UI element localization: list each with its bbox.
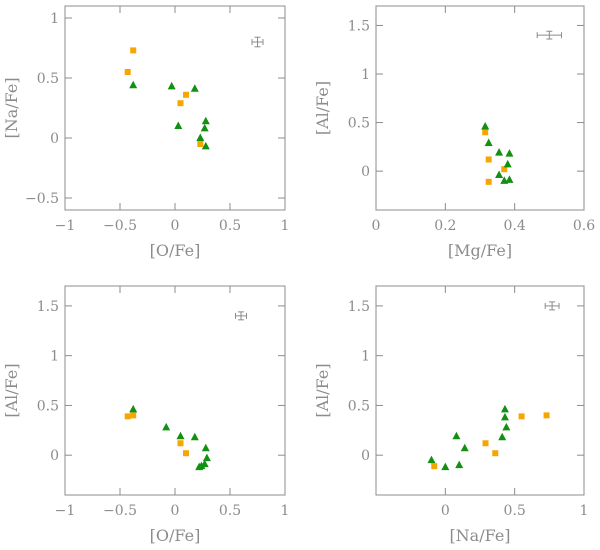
data-point-triangle	[495, 170, 504, 179]
data-point-triangle	[481, 121, 490, 130]
data-point-triangle	[505, 149, 514, 157]
data-point-square	[183, 450, 189, 457]
data-point-square	[130, 412, 137, 419]
data-point-triangle	[427, 455, 436, 464]
data-point-square	[485, 178, 492, 185]
data-point-triangle	[455, 460, 464, 469]
data-point-triangle	[129, 404, 138, 413]
x-axis-label: [Mg/Fe]	[448, 241, 512, 260]
x-tick-label: −1	[55, 503, 76, 519]
data-point-square	[177, 440, 184, 447]
data-point-triangle	[190, 84, 199, 92]
x-axis-label: [O/Fe]	[150, 526, 201, 545]
x-tick-label: 0.5	[219, 218, 241, 234]
y-tick-label: 0	[361, 448, 370, 464]
data-point-triangle	[167, 81, 176, 90]
data-point-square	[177, 100, 184, 107]
y-axis-label: [Al/Fe]	[313, 81, 332, 135]
data-point-triangle	[503, 159, 512, 168]
x-tick-label: 0.2	[434, 218, 456, 234]
x-tick-label: 0.5	[219, 503, 241, 519]
data-point-square	[543, 412, 550, 419]
y-tick-label: 0.5	[348, 116, 370, 132]
data-point-triangle	[201, 116, 210, 125]
y-tick-label: 0	[50, 131, 59, 147]
x-tick-label: 1	[281, 503, 290, 519]
panel-al-vs-o: −1 −0.5 0 0.5 1 0 0.5 1 1.5 [O/Fe] [Al/Fe]	[2, 285, 290, 545]
data-point-square	[124, 413, 131, 420]
data-point-triangle	[174, 121, 183, 129]
data-point-triangle	[200, 123, 209, 132]
y-tick-label: 1	[361, 67, 370, 83]
y-tick-label: 1	[50, 349, 59, 365]
x-tick-label: 0	[171, 503, 180, 519]
data-point-square	[485, 156, 492, 163]
data-point-square	[124, 69, 131, 75]
data-point-square	[183, 91, 189, 98]
x-axis-label: [O/Fe]	[150, 241, 201, 260]
data-point-triangle	[176, 431, 185, 440]
data-point-triangle	[500, 412, 509, 421]
data-point-square	[197, 141, 204, 147]
data-point-square	[130, 47, 137, 54]
data-point-triangle	[502, 422, 511, 431]
x-tick-label: 0	[441, 503, 450, 519]
x-tick-label: 0.4	[504, 218, 526, 234]
y-tick-label: 0.5	[37, 71, 59, 87]
y-tick-label: 1	[50, 11, 59, 27]
data-point-triangle	[500, 404, 509, 413]
y-tick-label: 1.5	[348, 18, 370, 34]
y-tick-label: 1	[361, 349, 370, 365]
x-tick-label: −0.5	[103, 218, 137, 234]
data-point-triangle	[197, 461, 206, 470]
y-axis-label: [Na/Fe]	[2, 77, 21, 138]
data-point-triangle	[162, 422, 171, 431]
data-point-triangle	[201, 141, 210, 150]
x-tick-label: 0	[372, 218, 381, 234]
data-point-triangle	[201, 443, 210, 452]
y-tick-label: 0.5	[37, 398, 59, 414]
panel-na-vs-o: −1 −0.5 0 0.5 1 −0.5 0 0.5 1 [O/Fe] [Na/Fe]	[2, 5, 290, 260]
data-point-square	[518, 413, 525, 420]
data-point-triangle	[460, 443, 469, 452]
x-tick-label: 1	[281, 218, 290, 234]
y-tick-label: 0	[50, 448, 59, 464]
data-point-triangle	[202, 453, 211, 462]
x-tick-label: −1	[55, 218, 76, 234]
x-tick-label: −0.5	[103, 503, 137, 519]
y-tick-label: 1.5	[37, 299, 59, 315]
y-axis-label: [Al/Fe]	[313, 363, 332, 417]
y-axis-label: [Al/Fe]	[2, 363, 21, 417]
x-axis-label: [Na/Fe]	[449, 526, 510, 545]
y-tick-label: 1.5	[348, 299, 370, 315]
data-point-triangle	[495, 148, 504, 156]
panel-al-vs-na: 0 0.5 1 0 0.5 1 1.5 [Na/Fe] [Al/Fe]	[313, 285, 589, 545]
data-point-triangle	[196, 133, 205, 141]
y-tick-label: 0	[361, 164, 370, 180]
data-point-square	[492, 450, 499, 457]
x-tick-label: 0.5	[504, 503, 526, 519]
data-point-square	[482, 129, 489, 136]
x-tick-label: 1	[580, 503, 589, 519]
plot-frame	[375, 5, 585, 211]
data-point-square	[501, 166, 508, 173]
data-point-triangle	[190, 432, 199, 441]
data-point-triangle	[498, 432, 507, 441]
panel-al-vs-mg: 0 0.2 0.4 0.6 0 0.5 1 1.5 [Mg/Fe] [Al/Fe]	[313, 5, 595, 260]
x-tick-label: 0	[171, 218, 180, 234]
data-point-triangle	[452, 431, 461, 440]
y-tick-label: 0.5	[348, 398, 370, 414]
data-point-triangle	[129, 80, 138, 89]
data-point-triangle	[484, 138, 493, 146]
y-tick-label: −0.5	[25, 191, 59, 207]
data-point-triangle	[505, 175, 514, 183]
plot-frame	[64, 285, 286, 496]
x-tick-label: 0.6	[573, 218, 595, 234]
data-point-triangle	[441, 462, 450, 471]
data-point-square	[431, 463, 438, 470]
plot-frame	[375, 285, 585, 496]
plot-frame	[64, 5, 286, 211]
data-point-square	[482, 440, 489, 447]
